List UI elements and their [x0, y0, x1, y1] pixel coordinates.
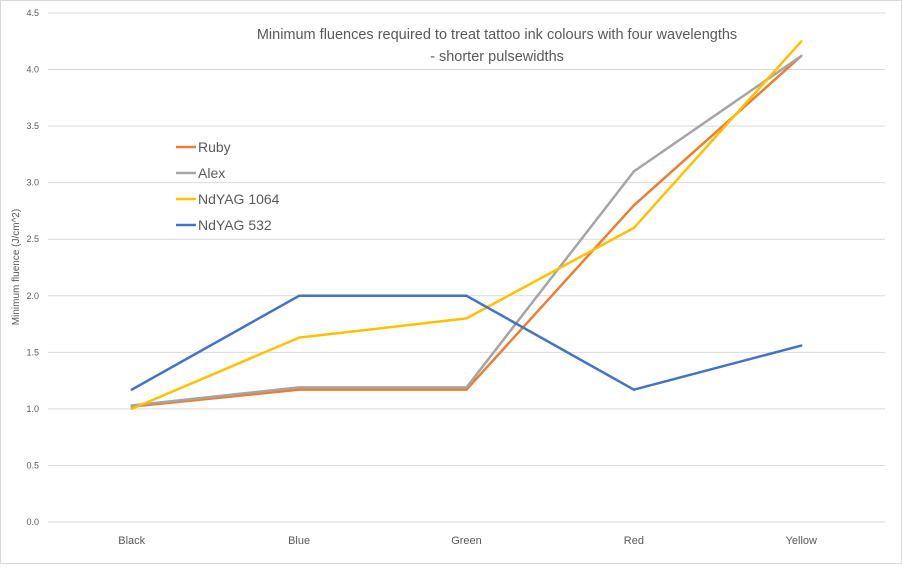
y-tick-label: 0.0 [26, 517, 39, 527]
legend-item: Alex [176, 165, 225, 181]
y-axis-label: Minimum fluence (J/cm^2) [11, 209, 22, 325]
y-tick-label: 0.5 [26, 460, 39, 470]
data-point [632, 226, 636, 230]
legend-label: Alex [198, 165, 225, 181]
data-point [297, 388, 301, 391]
chart-title: Minimum fluences required to treat tatto… [257, 27, 737, 43]
x-tick-label: Red [624, 535, 644, 547]
y-tick-label: 3.0 [26, 178, 39, 188]
legend: Ruby Alex NdYAG 1064 NdYAG 532 [176, 139, 280, 233]
x-tick-labels: Black Blue Green Red Yellow [118, 535, 817, 547]
data-point [632, 388, 636, 391]
series-line-ndyag-532 [131, 294, 802, 391]
x-tick-label: Yellow [786, 535, 817, 547]
data-point [465, 317, 468, 320]
data-point [297, 294, 301, 297]
data-point [465, 294, 468, 297]
data-point [632, 204, 636, 207]
legend-label: Ruby [198, 139, 231, 155]
x-tick-label: Black [118, 535, 145, 547]
legend-label: NdYAG 1064 [198, 191, 280, 207]
y-tick-label: 2.5 [26, 234, 39, 244]
data-point [297, 386, 301, 389]
y-tick-label: 1.0 [26, 404, 39, 414]
y-tick-label: 4.0 [26, 65, 39, 75]
x-tick-label: Blue [288, 535, 310, 547]
chart-subtitle: - shorter pulsewidths [430, 49, 564, 65]
data-point [800, 344, 803, 347]
data-point [465, 386, 468, 389]
data-point [130, 404, 133, 407]
data-point [130, 407, 133, 411]
data-point [800, 40, 803, 43]
y-tick-label: 4.5 [26, 8, 39, 18]
data-point [632, 170, 636, 173]
y-tick-labels: 0.0 0.5 1.0 1.5 2.0 2.5 3.0 3.5 4.0 4.5 [26, 8, 39, 527]
legend-item: Ruby [176, 139, 231, 155]
legend-item: NdYAG 1064 [176, 191, 280, 207]
data-point [465, 388, 468, 391]
data-point [800, 54, 803, 58]
y-tick-label: 1.5 [26, 347, 39, 357]
x-tick-label: Green [451, 535, 482, 547]
data-point [297, 336, 301, 339]
data-point [130, 388, 133, 391]
y-tick-label: 3.5 [26, 121, 39, 131]
series-lines [130, 40, 803, 411]
legend-label: NdYAG 532 [198, 217, 272, 233]
y-tick-label: 2.0 [26, 291, 39, 301]
legend-item: NdYAG 532 [176, 217, 272, 233]
